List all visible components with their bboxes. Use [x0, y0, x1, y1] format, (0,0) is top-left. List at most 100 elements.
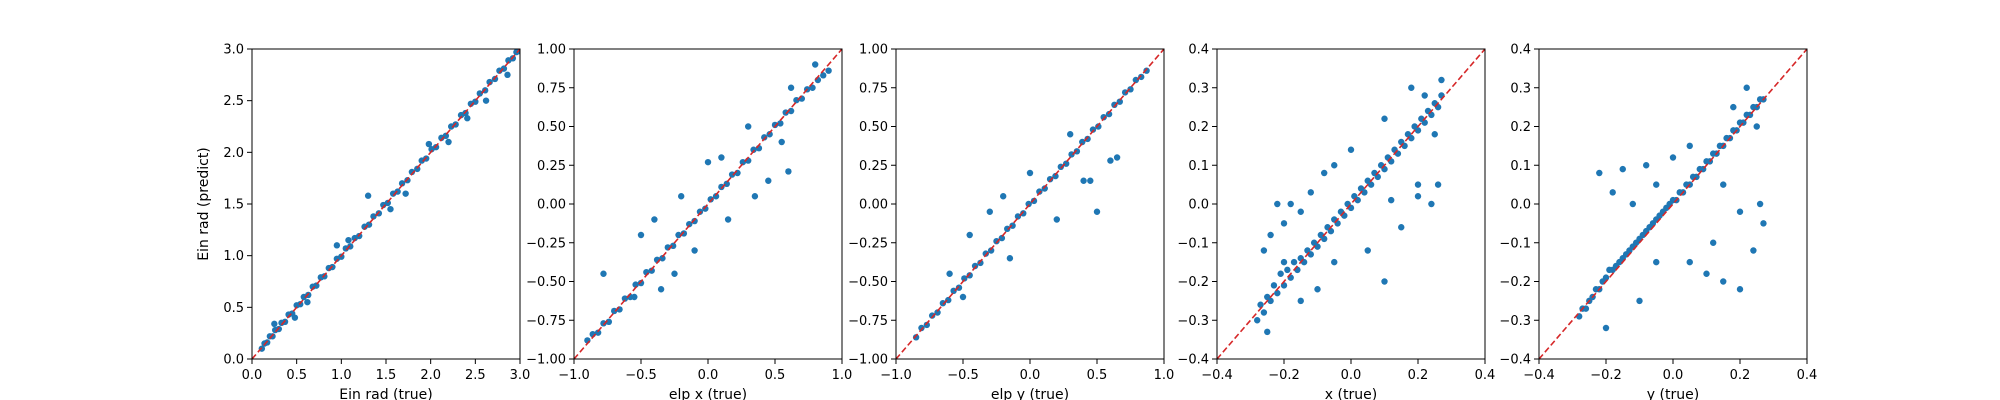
x-tick-label: 0.0: [1341, 368, 1362, 383]
y-tick-label: 0.0: [223, 353, 244, 368]
data-point: [1138, 73, 1145, 81]
y-tick-label: 0.50: [859, 120, 888, 135]
data-point: [966, 231, 973, 239]
data-point: [486, 78, 493, 86]
data-point: [1116, 98, 1123, 105]
data-point: [1736, 208, 1744, 215]
data-point: [923, 321, 931, 329]
data-point: [1036, 188, 1043, 195]
x-tick-label: 0.0: [1020, 368, 1041, 383]
data-point: [600, 270, 607, 277]
y-tick-label: −0.75: [526, 314, 566, 329]
data-point: [1756, 200, 1764, 208]
x-tick-label: 0.5: [765, 368, 786, 383]
y-tick-label: 0.00: [537, 198, 566, 213]
y-tick-label: 1.00: [537, 43, 566, 58]
x-axis-label: elp x (true): [669, 387, 747, 400]
data-point: [691, 217, 698, 225]
data-point: [1307, 189, 1315, 196]
data-point: [1274, 200, 1281, 208]
data-point: [718, 154, 725, 161]
data-point: [1267, 231, 1274, 239]
data-point: [678, 193, 685, 200]
data-point: [387, 205, 394, 213]
data-points: [912, 67, 1150, 341]
data-point: [686, 220, 693, 228]
identity-line: [896, 49, 1164, 359]
data-point: [1347, 146, 1355, 153]
x-tick-label: −0.4: [1523, 368, 1555, 383]
y-tick-label: −0.2: [1499, 275, 1531, 290]
data-point: [1089, 126, 1097, 133]
data-point: [787, 84, 795, 91]
data-point: [765, 177, 772, 184]
data-point: [1381, 115, 1388, 122]
data-point: [1408, 134, 1415, 142]
x-tick-label: 1.0: [1154, 368, 1175, 383]
y-tick-label: 1.0: [223, 249, 244, 264]
data-point: [408, 168, 416, 176]
data-point: [1000, 193, 1007, 200]
data-point: [1132, 76, 1140, 84]
x-tick-label: 0.0: [242, 368, 263, 383]
y-tick-label: 0.0: [1510, 198, 1531, 213]
y-tick-label: −0.25: [526, 236, 566, 251]
data-point: [1361, 189, 1368, 196]
y-tick-label: −1.00: [526, 353, 566, 368]
y-tick-label: 0.4: [1188, 43, 1209, 58]
data-point: [971, 262, 979, 270]
y-tick-label: 0.4: [1510, 43, 1531, 58]
data-point: [1297, 297, 1304, 305]
data-point: [648, 267, 655, 274]
identity-line: [574, 49, 842, 359]
data-point: [464, 115, 471, 122]
y-tick-label: 0.75: [859, 81, 888, 96]
x-tick-label: −0.5: [947, 368, 979, 383]
data-point: [1381, 278, 1388, 285]
y-tick-label: 0.5: [223, 301, 244, 316]
y-tick-label: 1.00: [859, 43, 888, 58]
y-tick-label: −0.50: [848, 275, 888, 290]
data-point: [1025, 200, 1032, 208]
y-tick-label: 0.75: [537, 81, 566, 96]
data-point: [1314, 243, 1321, 250]
data-point: [728, 171, 736, 178]
x-axis-label: Ein rad (true): [339, 387, 432, 400]
data-point: [1720, 278, 1727, 285]
data-point: [1100, 114, 1107, 121]
x-tick-label: −0.2: [1590, 368, 1622, 383]
data-point: [750, 146, 757, 153]
data-point: [1107, 157, 1114, 164]
y-tick-label: 1.5: [223, 198, 244, 213]
data-point: [939, 300, 947, 307]
data-point: [1270, 282, 1278, 289]
x-tick-label: 0.0: [698, 368, 719, 383]
axes-frame: [1216, 48, 1486, 360]
scatter-panel: −0.4 −0.2 0.0 0.2 0.4 −0.4 −0.3 −0.2 −0.1 0.0 0.1 0…: [1499, 43, 1817, 400]
data-point: [600, 320, 607, 327]
data-point: [414, 165, 421, 173]
x-tick-label: 3.0: [510, 368, 531, 383]
data-point: [1736, 286, 1744, 293]
identity-line: [1539, 49, 1807, 359]
data-point: [785, 168, 792, 175]
data-point: [1629, 200, 1637, 208]
data-points: [584, 61, 832, 344]
data-point: [605, 318, 613, 325]
data-point: [977, 259, 984, 267]
y-tick-label: −0.25: [848, 236, 888, 251]
axes-frame: [1538, 48, 1808, 360]
data-point: [1280, 258, 1288, 266]
data-point: [712, 193, 720, 200]
data-point: [987, 247, 995, 254]
data-point: [820, 72, 827, 79]
data-point: [946, 270, 953, 277]
data-point: [1073, 148, 1081, 155]
data-point: [621, 295, 629, 302]
data-point: [476, 90, 483, 97]
data-point: [918, 324, 925, 332]
data-point: [950, 287, 957, 294]
data-point: [1421, 119, 1428, 126]
data-point: [1619, 165, 1626, 173]
data-point: [1686, 142, 1693, 150]
